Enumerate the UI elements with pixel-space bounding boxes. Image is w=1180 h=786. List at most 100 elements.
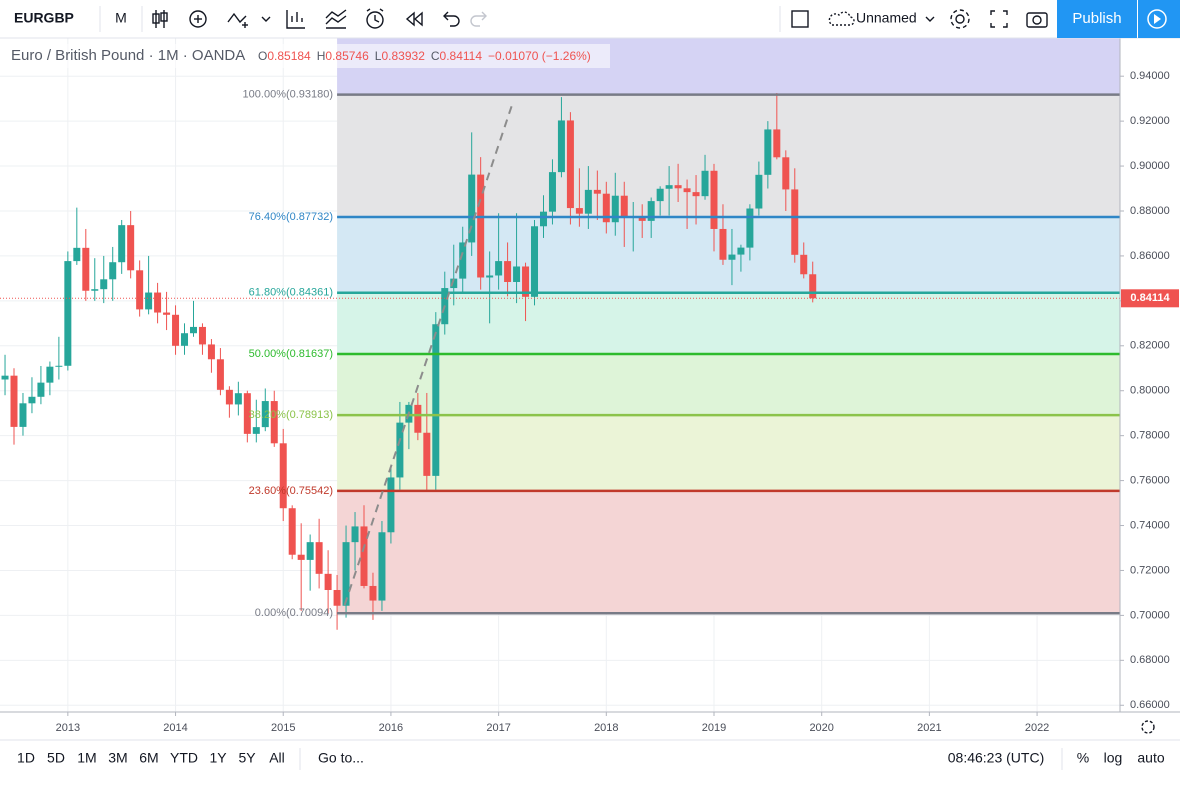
fib-fill bbox=[337, 490, 1121, 614]
candle-body bbox=[468, 174, 476, 243]
candle-body bbox=[539, 211, 547, 227]
fib-level-label: 100.00%(0.93180) bbox=[243, 89, 334, 101]
symbol[interactable]: EURGBP bbox=[14, 10, 74, 26]
candle-body bbox=[73, 247, 81, 262]
candle-body bbox=[486, 275, 494, 278]
fib-fill bbox=[337, 353, 1121, 416]
log-toggle[interactable]: log bbox=[1104, 750, 1123, 766]
candle-body bbox=[46, 366, 54, 383]
candle-body bbox=[55, 365, 63, 367]
candle-body bbox=[198, 326, 206, 345]
y-tick-label: 0.76000 bbox=[1130, 474, 1170, 486]
candle-body bbox=[37, 382, 45, 397]
ohlc-value: 0.85746 bbox=[325, 49, 369, 63]
candle-body bbox=[602, 193, 610, 223]
range-button[interactable]: 5D bbox=[47, 750, 65, 766]
range-button[interactable]: 3M bbox=[108, 750, 127, 766]
range-button[interactable]: 6M bbox=[139, 750, 158, 766]
range-button[interactable]: 1Y bbox=[209, 750, 227, 766]
redo-icon[interactable] bbox=[470, 11, 487, 27]
y-tick-label: 0.82000 bbox=[1130, 340, 1170, 352]
candle-body bbox=[656, 188, 664, 202]
range-button[interactable]: YTD bbox=[170, 750, 198, 766]
stream-icon[interactable] bbox=[1147, 9, 1167, 29]
candle-body bbox=[181, 333, 189, 346]
fib-fill bbox=[337, 292, 1121, 354]
candle-body bbox=[288, 508, 296, 555]
candle-body bbox=[737, 247, 745, 255]
snapshot-icon[interactable] bbox=[1026, 12, 1048, 28]
fib-level-label: 0.00%(0.70094) bbox=[255, 607, 333, 619]
x-tick-label: 2017 bbox=[486, 722, 510, 734]
ohlc-change: −0.01070 (−1.26%) bbox=[488, 49, 591, 63]
candle-body bbox=[800, 254, 808, 275]
gear-ring bbox=[1141, 720, 1155, 734]
undo-icon[interactable] bbox=[443, 11, 460, 27]
layout-name[interactable]: Unnamed bbox=[856, 10, 917, 26]
x-tick-label: 2015 bbox=[271, 722, 295, 734]
fib-level-label: 23.60%(0.75542) bbox=[249, 485, 333, 497]
replay-icon[interactable] bbox=[405, 11, 423, 27]
candle-body bbox=[791, 189, 799, 255]
range-button[interactable]: 5Y bbox=[238, 750, 256, 766]
candle-body bbox=[109, 262, 117, 280]
candle-body bbox=[495, 261, 503, 276]
candle-body bbox=[145, 292, 153, 310]
candle-body bbox=[504, 261, 512, 282]
candle-body bbox=[531, 226, 539, 297]
candle-body bbox=[620, 195, 628, 218]
percent-toggle[interactable]: % bbox=[1077, 750, 1089, 766]
range-button[interactable]: All bbox=[269, 750, 285, 766]
auto-toggle[interactable]: auto bbox=[1137, 750, 1164, 766]
ohlc-prefix: H bbox=[317, 49, 326, 63]
candle-body bbox=[216, 359, 224, 390]
compare-icon[interactable] bbox=[227, 12, 271, 28]
y-tick-label: 0.80000 bbox=[1130, 385, 1170, 397]
fib-level-label: 50.00%(0.81637) bbox=[249, 348, 333, 360]
publish-label[interactable]: Publish bbox=[1072, 10, 1121, 27]
layout-menu[interactable] bbox=[925, 16, 935, 22]
candle-body bbox=[234, 393, 242, 405]
goto[interactable]: Go to... bbox=[318, 750, 364, 766]
alert-icon[interactable] bbox=[366, 8, 384, 29]
select-icon[interactable] bbox=[791, 10, 809, 28]
ohlc-value: 0.84114 bbox=[440, 49, 483, 63]
y-tick-label: 0.72000 bbox=[1130, 564, 1170, 576]
range-button[interactable]: 1D bbox=[17, 750, 35, 766]
candle-body bbox=[522, 266, 530, 297]
candle-body bbox=[755, 174, 763, 209]
fib-level-label: 76.40%(0.87732) bbox=[249, 211, 333, 223]
candle-body bbox=[360, 526, 368, 586]
candle-body bbox=[773, 129, 781, 158]
candle-body bbox=[432, 324, 440, 476]
candles-icon[interactable] bbox=[152, 10, 168, 28]
candle-body bbox=[369, 585, 377, 601]
clock: 08:46:23 (UTC) bbox=[948, 750, 1044, 766]
x-tick-label: 2020 bbox=[809, 722, 833, 734]
candle-body bbox=[270, 401, 278, 444]
stream-icon-play bbox=[1154, 14, 1161, 24]
candle-body bbox=[1, 375, 9, 380]
interval[interactable]: M bbox=[115, 10, 127, 26]
templates-icon[interactable] bbox=[325, 9, 347, 29]
indicators-icon[interactable] bbox=[286, 10, 305, 29]
axis-settings[interactable] bbox=[1141, 720, 1155, 734]
candle-body bbox=[154, 292, 162, 313]
candle-body bbox=[243, 393, 251, 434]
fullscreen-icon[interactable] bbox=[990, 10, 1008, 28]
publish-button[interactable] bbox=[1057, 0, 1137, 38]
candle-body bbox=[665, 185, 673, 189]
candle-body bbox=[701, 170, 709, 197]
indicator-add-icon[interactable] bbox=[189, 10, 207, 28]
bottom-bg bbox=[0, 740, 1180, 781]
x-tick-label: 2013 bbox=[56, 722, 80, 734]
x-tick-label: 2018 bbox=[594, 722, 618, 734]
settings-icon[interactable] bbox=[950, 9, 970, 29]
candle-body bbox=[396, 422, 404, 478]
candle-body bbox=[683, 188, 691, 193]
candle-body bbox=[746, 208, 754, 248]
candle-body bbox=[387, 477, 395, 533]
range-button[interactable]: 1M bbox=[77, 750, 96, 766]
candle-body bbox=[10, 375, 18, 427]
